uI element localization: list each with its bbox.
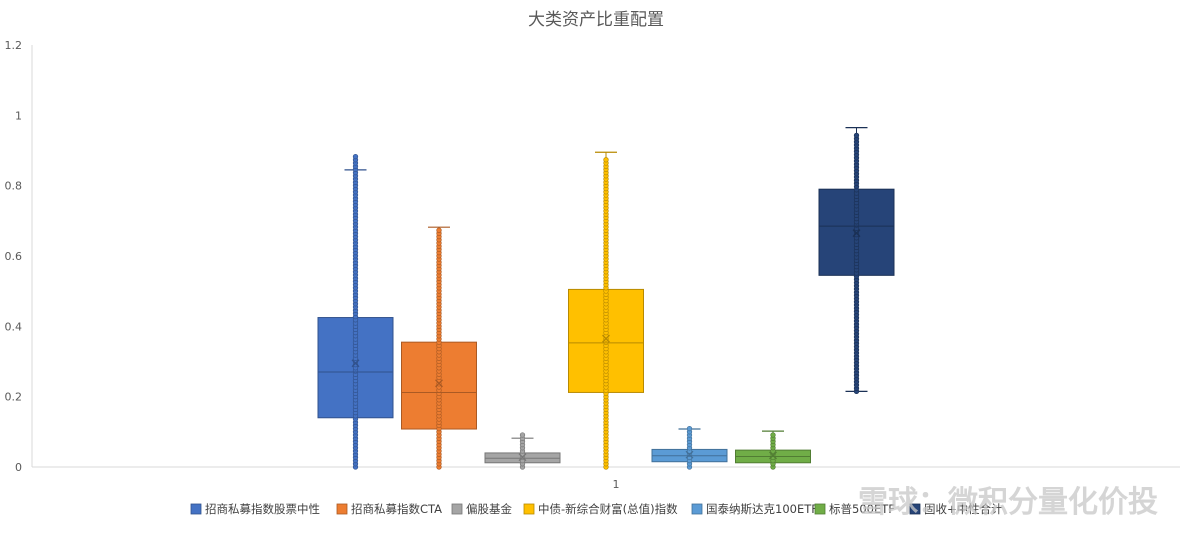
data-points	[686, 425, 693, 470]
y-axis: 0 0.2 0.4 0.6 0.8 1 1.2	[5, 39, 33, 474]
legend-item: 招商私募指数CTA	[336, 502, 442, 516]
legend-swatch	[909, 503, 921, 515]
legend-item: 固收+中性合计	[909, 502, 1003, 516]
mean-marker	[769, 451, 777, 460]
legend-label: 招商私募指数股票中性	[205, 502, 320, 516]
legend-item: 偏股基金	[451, 502, 512, 516]
x-category-label: 1	[613, 478, 620, 491]
y-tick-label: 0.2	[5, 391, 23, 404]
mean-marker	[518, 453, 527, 462]
legend-label: 国泰纳斯达克100ETF	[706, 502, 818, 516]
data-points	[436, 227, 442, 470]
box-series	[568, 151, 644, 470]
legend-item: 标普500ETF	[814, 502, 895, 516]
legend-item: 中债-新综合财富(总值)指数	[523, 502, 678, 516]
y-tick-label: 0	[15, 461, 22, 474]
legend-label: 招商私募指数CTA	[351, 502, 442, 516]
data-point	[603, 157, 609, 163]
legend-label: 固收+中性合计	[924, 502, 1003, 516]
legend-swatch	[451, 503, 463, 515]
box-series	[735, 430, 811, 470]
data-point	[686, 425, 693, 432]
data-point	[352, 153, 359, 160]
mean-marker	[351, 359, 360, 368]
legend-swatch	[190, 503, 202, 515]
legend-item: 招商私募指数股票中性	[190, 502, 320, 516]
watermark-text: 雪球：微积分量化价投	[858, 485, 1158, 520]
data-point	[853, 132, 860, 139]
box-series	[484, 432, 561, 470]
box-series	[401, 226, 477, 470]
legend-item: 国泰纳斯达克100ETF	[691, 502, 818, 516]
mean-marker	[435, 379, 443, 388]
mean-marker	[685, 450, 694, 459]
mean-marker	[602, 334, 610, 343]
y-tick-label: 1.2	[5, 39, 23, 52]
legend: 招商私募指数股票中性 招商私募指数CTA 偏股基金 中债-新综合财富(总值)指数 国泰纳…	[190, 502, 1003, 516]
chart-title: 大类资产比重配置	[528, 10, 664, 30]
legend-swatch	[814, 503, 826, 515]
data-points	[853, 132, 860, 395]
legend-label: 标普500ETF	[829, 502, 895, 516]
y-tick-label: 0.8	[5, 180, 23, 193]
data-points	[603, 157, 609, 470]
y-tick-label: 0.6	[5, 250, 23, 263]
data-points	[770, 432, 776, 470]
data-point	[770, 432, 776, 438]
box-series	[317, 153, 394, 470]
data-points	[519, 432, 526, 470]
legend-label: 中债-新综合财富(总值)指数	[538, 502, 678, 516]
box-series-group	[317, 127, 895, 470]
legend-label: 偏股基金	[466, 502, 512, 516]
box-series	[818, 127, 895, 395]
y-tick-label: 0.4	[5, 320, 23, 333]
legend-swatch	[336, 503, 348, 515]
mean-marker	[852, 229, 861, 238]
data-point	[519, 432, 526, 438]
data-point	[436, 227, 442, 233]
legend-swatch	[691, 503, 703, 515]
legend-swatch	[523, 503, 535, 515]
y-tick-label: 1	[15, 109, 22, 122]
data-points	[352, 153, 359, 470]
box-series	[651, 425, 728, 470]
